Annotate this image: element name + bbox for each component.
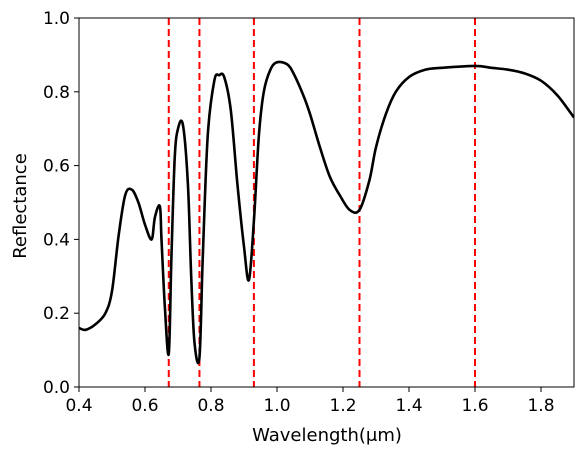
x-tick-label: 0.4: [65, 396, 92, 416]
x-tick-label: 0.8: [197, 396, 224, 416]
plot-area: [78, 17, 575, 388]
x-axis-ticks: 0.4 0.6 0.8 1.0 1.2 1.4 1.6 1.8: [65, 387, 555, 416]
reflectance-series-line: [79, 60, 574, 365]
x-tick-label: 1.6: [461, 396, 488, 416]
x-tick-label: 1.4: [395, 396, 422, 416]
x-tick-label: 1.2: [329, 396, 356, 416]
y-axis-label: Reflectance: [10, 153, 31, 259]
y-tick-label: 0.2: [43, 304, 70, 324]
x-tick-label: 1.8: [527, 396, 554, 416]
y-tick-label: 0.0: [43, 378, 70, 398]
y-tick-label: 1.0: [43, 9, 70, 29]
x-tick-label: 1.0: [263, 396, 290, 416]
y-axis-ticks: 0.0 0.2 0.4 0.6 0.8 1.0: [43, 9, 79, 398]
y-tick-label: 0.4: [43, 230, 70, 250]
y-tick-label: 0.8: [43, 83, 70, 103]
plot-frame: [78, 17, 575, 388]
x-tick-label: 0.6: [131, 396, 158, 416]
y-tick-label: 0.6: [43, 157, 70, 177]
x-axis-label: Wavelength(μm): [252, 425, 402, 446]
